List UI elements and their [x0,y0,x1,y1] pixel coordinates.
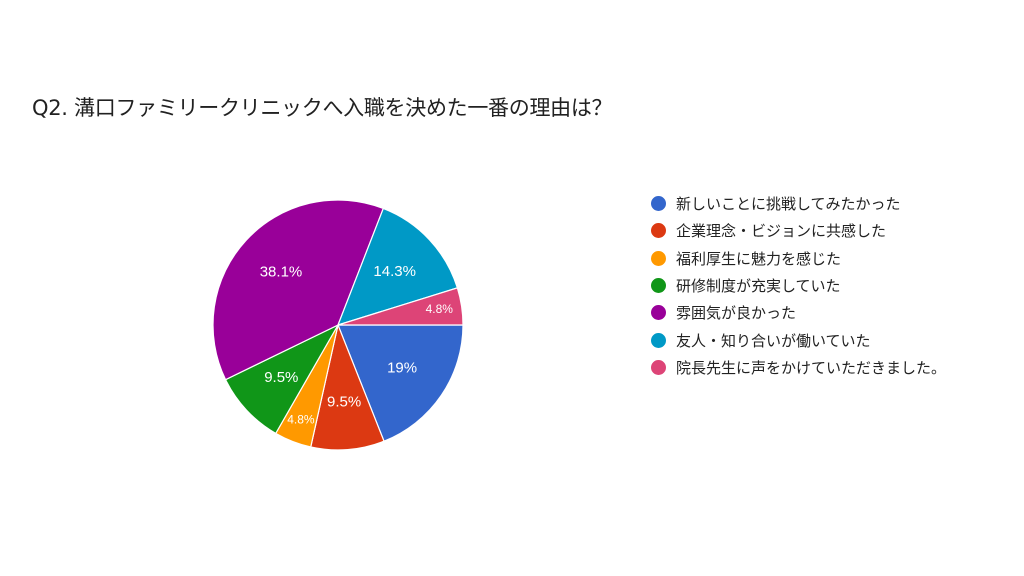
legend-dot-icon [651,250,666,266]
legend-dot-icon [651,278,666,294]
legend-item[interactable]: 新しいことに挑戦してみたかった [651,190,946,217]
legend-item[interactable]: 福利厚生に魅力を感じた [651,245,946,272]
legend-label: 友人・知り合いが働いていた [676,331,871,350]
legend-label: 院長先生に声をかけていただきました。 [676,358,947,377]
legend-label: 福利厚生に魅力を感じた [676,249,842,268]
legend-item[interactable]: 院長先生に声をかけていただきました。 [651,354,946,381]
legend-label: 企業理念・ビジョンに共感した [676,222,887,241]
legend-item[interactable]: 友人・知り合いが働いていた [651,326,946,353]
pie-slice[interactable] [212,199,385,381]
pie-slice[interactable] [336,207,459,326]
legend-item[interactable]: 企業理念・ビジョンに共感した [651,217,946,244]
chart-legend: 新しいことに挑戦してみたかった 企業理念・ビジョンに共感した 福利厚生に魅力を感… [651,190,946,381]
legend-dot-icon [651,305,666,321]
pie-slices [212,199,464,451]
slice-percent-label: 14.3% [373,263,416,280]
legend-dot-icon [651,196,666,212]
chart-title: Q2. 溝口ファミリークリニックへ入職を決めた一番の理由は？ [32,96,613,120]
pie-slice[interactable] [310,322,385,451]
legend-dot-icon [651,223,666,239]
legend-label: 研修制度が充実していた [676,277,841,296]
pie-slice-labels: 19% 9.5% 4.8% 9.5% 38.1% 14.3% 4.8% [260,263,454,427]
slice-percent-label: 9.5% [327,393,361,410]
legend-dot-icon [651,332,666,348]
legend-dot-icon [651,359,666,375]
pie-slice[interactable] [224,323,340,435]
slice-percent-label: 4.8% [426,302,454,316]
legend-label: 新しいことに挑戦してみたかった [676,195,901,214]
slice-percent-label: 4.8% [287,413,315,427]
slice-percent-label: 9.5% [264,369,298,386]
pie-slice[interactable] [337,287,464,326]
slice-percent-label: 38.1% [260,263,303,280]
slice-percent-label: 19% [387,360,417,377]
pie-slice[interactable] [337,324,464,442]
legend-label: 雰囲気が良かった [676,304,797,323]
legend-item[interactable]: 雰囲気が良かった [651,299,946,326]
legend-item[interactable]: 研修制度が充実していた [651,272,946,299]
